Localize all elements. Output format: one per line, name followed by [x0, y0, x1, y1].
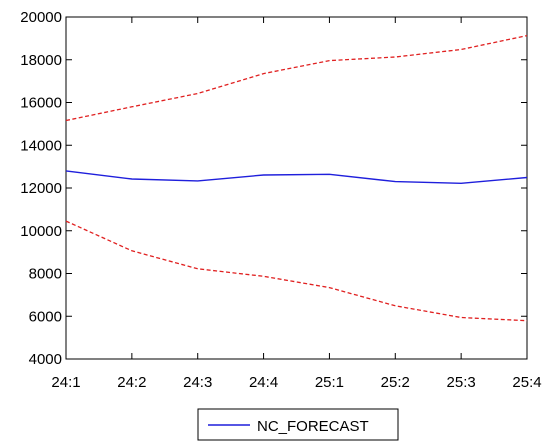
forecast-line [65, 170, 528, 185]
x-tick-label: 24:4 [249, 374, 278, 391]
y-tick-label: 20000 [20, 9, 62, 26]
y-tick-label: 12000 [20, 180, 62, 197]
band-line-1 [65, 34, 528, 122]
y-tick-label: 6000 [29, 308, 62, 325]
x-tick-label: 24:2 [117, 374, 146, 391]
series-layer [65, 34, 528, 322]
y-tick-label: 16000 [20, 95, 62, 112]
x-tick-label: 25:3 [447, 374, 476, 391]
legend: NC_FORECAST [197, 408, 399, 441]
y-tick-label: 4000 [29, 351, 62, 368]
axes: 4000 6000 8000 10000 12000 14000 16000 18000 200… [20, 9, 541, 391]
y-tick-label: 10000 [20, 223, 62, 240]
x-tick-label: 24:1 [51, 374, 80, 391]
legend-label: NC_FORECAST [257, 418, 369, 435]
band-line-2 [65, 220, 528, 322]
x-tick-label: 25:4 [512, 374, 541, 391]
y-tick-label: 18000 [20, 52, 62, 69]
y-tick-label: 14000 [20, 137, 62, 154]
plot-frame [65, 16, 528, 360]
y-tick-label: 8000 [29, 266, 62, 283]
x-tick-label: 25:2 [381, 374, 410, 391]
x-tick-label: 25:1 [315, 374, 344, 391]
x-tick-label: 24:3 [183, 374, 212, 391]
